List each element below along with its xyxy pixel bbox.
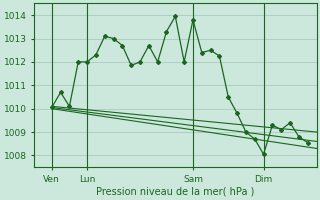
X-axis label: Pression niveau de la mer( hPa ): Pression niveau de la mer( hPa ) [96, 187, 254, 197]
